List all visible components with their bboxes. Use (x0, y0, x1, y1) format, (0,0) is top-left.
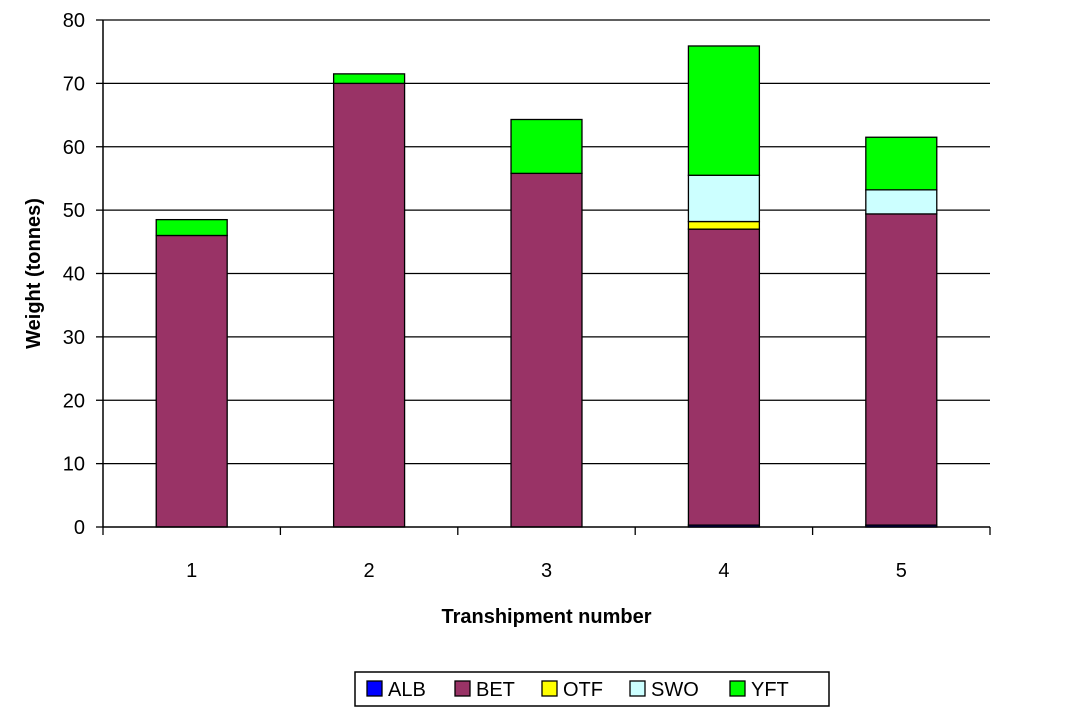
bar-yft-4 (687, 45, 761, 176)
legend-label-yft: YFT (751, 679, 789, 701)
bar-swo-4 (687, 174, 761, 223)
x-tick-labels: 1 2 3 4 5 (186, 560, 907, 582)
bar-otf-4 (687, 220, 761, 230)
bars (155, 45, 938, 528)
y-tick-label: 20 (63, 390, 85, 412)
x-tick-label: 2 (364, 560, 375, 582)
bar-bet-4 (687, 228, 761, 526)
legend: ALB BET OTF SWO YFT (354, 671, 830, 707)
bar-bet-5 (865, 213, 938, 526)
y-tick-label: 70 (63, 73, 85, 95)
bar-yft-5 (865, 136, 938, 191)
bar-yft-1 (155, 218, 228, 237)
legend-label-alb: ALB (388, 679, 426, 701)
bar-bet-2 (332, 82, 406, 528)
legend-box (354, 671, 830, 707)
bar-bet-1 (155, 234, 228, 528)
y-tick-label: 50 (63, 200, 85, 222)
x-tick-label: 3 (541, 560, 552, 582)
x-tick-label: 1 (186, 560, 197, 582)
bar-swo-5 (865, 189, 938, 215)
legend-label-bet: BET (476, 679, 515, 701)
legend-label-otf: OTF (563, 679, 603, 701)
bar-bet-3 (510, 172, 583, 528)
x-tick-label: 4 (718, 560, 729, 582)
bar-yft-3 (510, 118, 583, 175)
y-axis-title: Weight (tonnes) (23, 198, 45, 349)
legend-swatch-yft (729, 680, 746, 697)
x-tick-label: 5 (896, 560, 907, 582)
legend-label-swo: SWO (651, 679, 699, 701)
axes (96, 19, 991, 535)
bar-yft-2 (332, 73, 406, 85)
legend-swatch-otf (541, 680, 558, 697)
y-tick-label: 10 (63, 454, 85, 476)
y-tick-label: 80 (63, 10, 85, 32)
y-tick-label: 40 (63, 264, 85, 286)
y-tick-labels: 0 10 20 30 40 50 60 70 80 (63, 10, 85, 539)
x-axis-title: Transhipment number (441, 606, 651, 628)
legend-swatch-bet (454, 680, 471, 697)
y-tick-label: 0 (74, 517, 85, 539)
legend-swatch-alb (366, 680, 383, 697)
legend-swatch-swo (629, 680, 646, 697)
y-tick-label: 60 (63, 137, 85, 159)
y-tick-label: 30 (63, 327, 85, 349)
